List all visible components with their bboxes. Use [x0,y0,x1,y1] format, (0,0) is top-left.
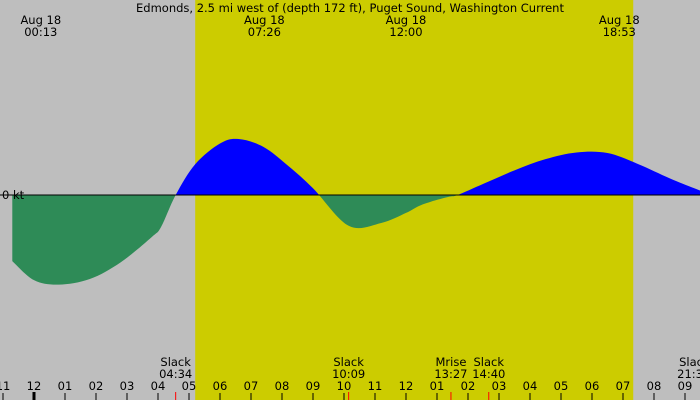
x-axis-ticks: 11 12 01 02 03 04 05 06 07 08 09 10 11 12 01 02 03 04 05 06… [0,379,693,400]
chart-title: Edmonds, 2.5 mi west of (depth 172 ft), … [136,1,564,15]
zero-label: 0 kt [2,188,25,202]
x-tick-label: 06 [585,379,600,393]
x-tick-label: 08 [275,379,290,393]
x-tick-label: 09 [306,379,321,393]
event-label: Slac [679,355,700,369]
x-tick-label: 08 [647,379,662,393]
event-labels: Slack04:34Slack10:09Mrise13:27Slack14:40… [159,355,700,381]
x-tick-label: 06 [213,379,228,393]
top-time-label: 00:13 [24,25,57,39]
x-tick-label: 03 [492,379,507,393]
x-tick-label: 02 [89,379,104,393]
top-date-label: Aug 18 [20,13,61,27]
x-tick-label: 01 [430,379,445,393]
event-time: 21:3 [677,367,700,381]
top-date-label: Aug 18 [386,13,427,27]
event-time: 10:09 [332,367,365,381]
event-time: 04:34 [159,367,192,381]
event-time: 14:40 [472,367,505,381]
top-date-label: Aug 18 [599,13,640,27]
event-label: Slack [160,355,191,369]
x-tick-label: 11 [0,379,10,393]
ebb-area [12,195,700,285]
top-time-label: 07:26 [248,25,281,39]
x-tick-label: 05 [554,379,569,393]
x-tick-label: 01 [58,379,73,393]
event-label: Slack [474,355,505,369]
x-tick-label: 12 [399,379,414,393]
x-tick-label: 05 [182,379,197,393]
top-time-label: 12:00 [389,25,422,39]
event-time: 13:27 [434,367,467,381]
x-tick-label: 12 [27,379,42,393]
x-tick-label: 04 [151,379,166,393]
x-tick-label: 07 [616,379,631,393]
event-label: Slack [333,355,364,369]
x-tick-label: 03 [120,379,135,393]
x-tick-label: 10 [337,379,352,393]
x-tick-label: 09 [678,379,693,393]
midnight-tick [32,392,36,400]
x-tick-label: 04 [523,379,538,393]
top-date-label: Aug 18 [244,13,285,27]
x-tick-label: 02 [461,379,476,393]
current-areas [12,138,700,285]
flood-area [12,138,700,195]
x-tick-label: 07 [244,379,259,393]
event-label: Mrise [435,355,466,369]
top-time-label: 18:53 [603,25,636,39]
x-tick-label: 11 [368,379,383,393]
